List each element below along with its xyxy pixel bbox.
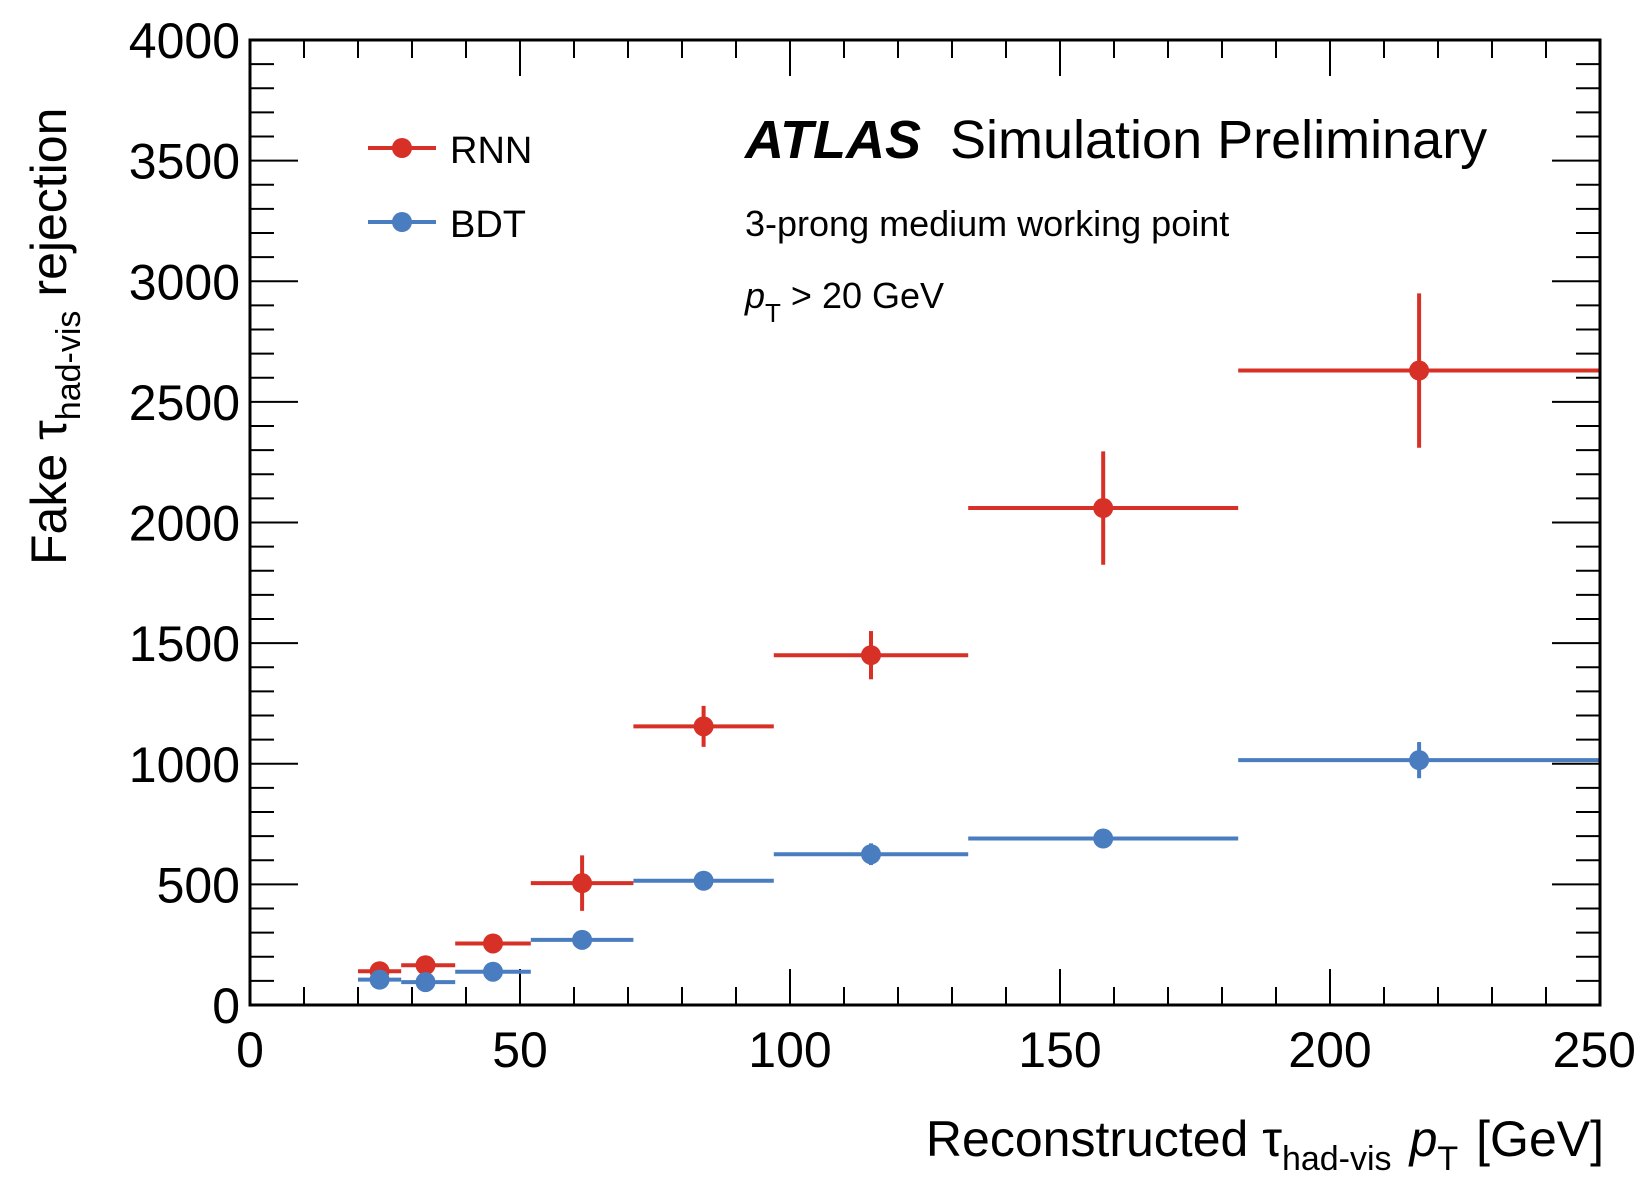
y-tick-label: 4000 bbox=[129, 13, 240, 69]
legend-marker bbox=[392, 138, 412, 158]
experiment-label: ATLAS Simulation Preliminary bbox=[743, 110, 1487, 170]
annotation-working-point: 3-prong medium working point bbox=[745, 203, 1229, 244]
marker bbox=[693, 870, 714, 891]
x-tick-label: 50 bbox=[492, 1022, 548, 1078]
marker bbox=[693, 716, 714, 737]
data-point bbox=[401, 972, 456, 993]
y-tick-label: 3500 bbox=[129, 134, 240, 190]
marker bbox=[1409, 360, 1430, 381]
annotation-pt-cut: pT > 20 GeV bbox=[744, 275, 944, 328]
series-bdt bbox=[358, 742, 1600, 993]
x-axis-title: Reconstructed τhad-vis pT [GeV] bbox=[926, 1111, 1604, 1178]
data-point bbox=[633, 705, 774, 747]
series-rnn bbox=[358, 293, 1600, 982]
marker bbox=[1409, 750, 1430, 771]
marker bbox=[415, 972, 436, 993]
marker bbox=[1093, 828, 1114, 849]
y-axis-title: Fake τhad-visrejection bbox=[21, 108, 88, 565]
x-tick-label: 250 bbox=[1553, 1022, 1636, 1078]
legend-entry-bdt: BDT bbox=[368, 204, 526, 246]
data-point bbox=[633, 870, 774, 891]
data-point bbox=[401, 955, 456, 976]
plot-frame bbox=[248, 38, 1602, 1007]
data-point bbox=[530, 929, 634, 950]
y-tick-labels: 0 500 1000 1500 2000 2500 3000 3500 4000 bbox=[129, 13, 240, 1034]
marker bbox=[1093, 498, 1114, 519]
data-point bbox=[773, 843, 969, 866]
marker bbox=[369, 969, 390, 990]
y-tick-label: 500 bbox=[157, 857, 240, 913]
data-point bbox=[1238, 742, 1600, 779]
data-point bbox=[1238, 293, 1600, 448]
x-tick-label: 150 bbox=[1018, 1022, 1101, 1078]
marker bbox=[572, 929, 593, 950]
marker bbox=[483, 933, 503, 954]
data-point bbox=[358, 969, 402, 990]
major-ticks bbox=[249, 39, 1601, 1006]
marker bbox=[572, 873, 593, 894]
marker bbox=[415, 955, 436, 976]
marker bbox=[861, 645, 881, 666]
x-tick-labels: 0 50 100 150 200 250 bbox=[236, 1022, 1636, 1078]
x-tick-label: 200 bbox=[1288, 1022, 1371, 1078]
y-tick-label: 3000 bbox=[129, 254, 240, 310]
y-tick-label: 2000 bbox=[129, 496, 240, 552]
legend-entry-rnn: RNN bbox=[368, 130, 532, 172]
series-layer bbox=[358, 293, 1600, 993]
x-tick-label: 100 bbox=[748, 1022, 831, 1078]
data-point bbox=[530, 855, 634, 911]
legend-label: RNN bbox=[450, 130, 532, 172]
y-tick-label: 1500 bbox=[129, 616, 240, 672]
legend-marker bbox=[392, 212, 412, 232]
legend-label: BDT bbox=[450, 204, 526, 246]
marker bbox=[483, 961, 503, 982]
data-point bbox=[773, 631, 969, 680]
y-tick-label: 0 bbox=[212, 978, 240, 1034]
data-point bbox=[455, 961, 531, 982]
y-tick-label: 2500 bbox=[129, 375, 240, 431]
data-point bbox=[968, 451, 1239, 565]
data-point bbox=[968, 828, 1239, 849]
y-tick-label: 1000 bbox=[129, 737, 240, 793]
minor-ticks bbox=[250, 40, 1600, 1005]
legend: RNN BDT bbox=[368, 130, 532, 246]
marker bbox=[861, 844, 881, 865]
data-point bbox=[455, 933, 531, 954]
x-tick-label: 0 bbox=[236, 1022, 264, 1078]
